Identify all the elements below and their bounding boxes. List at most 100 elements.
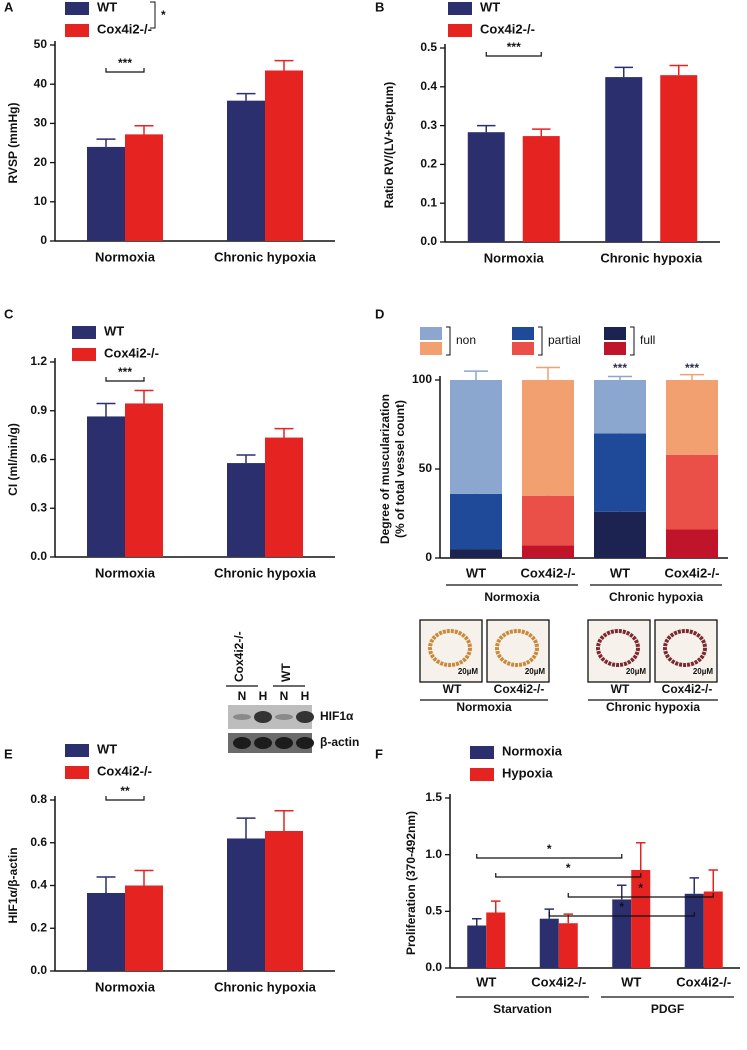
y-tick-label: 0.5 <box>420 40 437 54</box>
bar-segment <box>522 495 574 546</box>
bar <box>467 925 487 968</box>
x-tick-label: Chronic hypoxia <box>214 979 317 994</box>
legend-label: WT <box>97 741 117 756</box>
x-tick-label: Normoxia <box>95 979 156 994</box>
bar <box>87 416 125 557</box>
legend-bracket <box>630 326 635 356</box>
error-bar <box>608 375 632 380</box>
bar <box>227 838 265 971</box>
legend-label: partial <box>548 333 581 347</box>
y-axis-label: Ratio RV/(LV+Septum) <box>382 82 396 209</box>
blot-band <box>254 737 272 749</box>
y-tick-label: 0.3 <box>30 500 47 514</box>
y-tick-label: 0.2 <box>30 920 47 934</box>
x-tick-label: Cox4i2-/- <box>665 565 720 580</box>
error-bar <box>689 877 699 894</box>
x-tick-label: WT <box>476 974 496 989</box>
significance: *** <box>118 365 132 379</box>
y-tick-label: 0 <box>425 550 432 564</box>
legend-swatch <box>72 348 96 361</box>
y-tick-label: 50 <box>419 461 433 475</box>
blot-group: WT <box>279 663 293 682</box>
legend-label: WT <box>104 323 124 338</box>
blot-band-label: β-actin <box>320 735 359 749</box>
legend-label: Cox4i2-/- <box>97 21 152 36</box>
legend-swatch <box>448 2 472 15</box>
panel-label: F <box>375 746 383 761</box>
bar <box>558 923 578 968</box>
y-tick-label: 100 <box>412 372 432 386</box>
y-axis-label: Degree of muscularization <box>378 394 392 544</box>
y-tick-label: 0.0 <box>420 234 437 248</box>
legend-label: Cox4i2-/- <box>97 763 152 778</box>
y-tick-label: 0.4 <box>30 878 47 892</box>
bar-segment <box>594 511 646 558</box>
x-tick-label: Normoxia <box>95 249 156 264</box>
bar-segment <box>666 529 718 558</box>
panel-label: B <box>375 0 384 14</box>
y-tick-label: 0 <box>40 233 47 247</box>
significance: *** <box>685 361 699 375</box>
scale-label: 20µM <box>693 667 714 676</box>
group-label: Starvation <box>493 1002 552 1016</box>
error-bar <box>669 64 688 76</box>
bar-segment <box>666 380 718 455</box>
error-bar <box>464 370 488 380</box>
legend-swatch <box>512 342 534 355</box>
group-label: PDGF <box>651 1002 684 1016</box>
bar <box>684 893 704 968</box>
image-label: Cox4i2-/- <box>662 682 713 696</box>
y-tick-label: 10 <box>34 194 48 208</box>
bar <box>605 77 643 242</box>
legend-label: WT <box>480 0 500 14</box>
legend-bracket <box>538 326 543 356</box>
bar <box>125 403 163 557</box>
y-tick-label: 1.5 <box>425 790 442 804</box>
bar-segment <box>450 549 502 558</box>
comparison-bracket <box>105 377 145 382</box>
bar-segment <box>522 380 574 496</box>
bar <box>125 134 163 241</box>
bar <box>125 885 163 971</box>
error-bar <box>680 373 704 380</box>
comparison-bracket <box>476 854 623 859</box>
significance: ** <box>120 784 130 798</box>
significance: * <box>619 900 624 914</box>
error-bar <box>274 809 294 831</box>
legend-swatch <box>470 746 494 759</box>
blot-lane: H <box>301 689 310 703</box>
y-tick-label: 0.6 <box>30 452 47 466</box>
y-tick-label: 0.0 <box>30 963 47 977</box>
y-tick-label: 0.1 <box>420 195 437 209</box>
y-tick-label: 0.8 <box>30 792 47 806</box>
error-bar <box>96 876 116 893</box>
panel-label: A <box>4 0 14 14</box>
bar <box>539 918 559 968</box>
scale-label: 20µM <box>458 667 479 676</box>
bar <box>227 100 265 241</box>
y-tick-label: 0.5 <box>425 904 442 918</box>
legend-swatch <box>65 766 89 779</box>
blot-group: Cox4i2-/- <box>232 631 246 682</box>
bar <box>265 437 303 557</box>
y-axis-label: Proliferation (370-492nm) <box>404 811 418 955</box>
legend-label: non <box>456 333 476 347</box>
group-label: Normoxia <box>456 700 512 714</box>
legend-swatch <box>604 342 626 355</box>
panel-label: C <box>4 306 14 321</box>
scale-label: 20µM <box>626 667 647 676</box>
error-bar <box>134 869 154 886</box>
y-axis-label: (% of total vessel count) <box>393 400 407 538</box>
vessel <box>596 629 640 667</box>
y-tick-label: 40 <box>34 76 48 90</box>
group-label: Normoxia <box>484 590 540 604</box>
error-bar <box>536 366 560 380</box>
bar-segment <box>594 380 646 434</box>
error-bar <box>491 900 501 913</box>
significance: * <box>566 861 571 875</box>
group-label: Chronic hypoxia <box>609 590 703 604</box>
y-tick-label: 0.6 <box>30 835 47 849</box>
blot-lane: N <box>238 689 247 703</box>
image-label: WT <box>611 682 630 696</box>
